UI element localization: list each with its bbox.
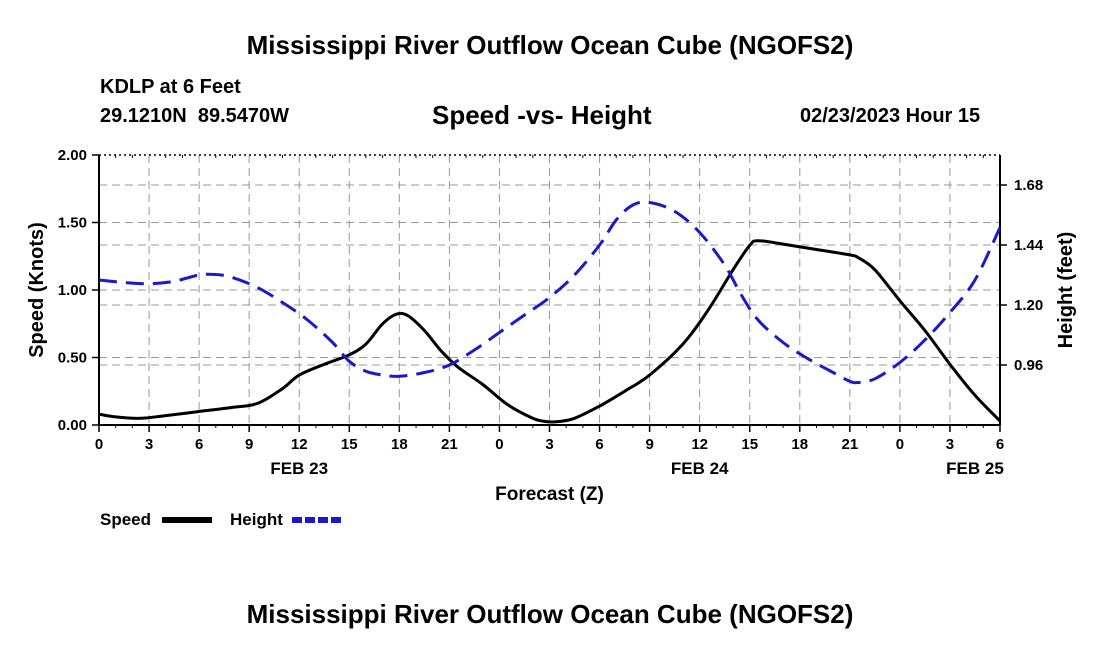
datetime-label: 02/23/2023 Hour 15 <box>800 105 981 127</box>
footer-title: Mississippi River Outflow Ocean Cube (NG… <box>246 599 854 629</box>
y-left-tick-label: 2.00 <box>58 147 87 164</box>
x-tick-label: 9 <box>245 436 253 453</box>
x-tick-label: 18 <box>391 436 408 453</box>
x-tick-label: 0 <box>95 436 103 453</box>
x-tick-label: 15 <box>341 436 358 453</box>
y-left-tick-label: 1.00 <box>58 282 87 299</box>
x-tick-label: 3 <box>545 436 553 453</box>
date-label: FEB 24 <box>671 459 729 478</box>
y-right-tick-label: 1.44 <box>1014 237 1044 254</box>
y-left-tick-label: 0.50 <box>58 350 87 367</box>
y-right-axis-title: Height (feet) <box>1055 232 1077 349</box>
x-tick-label: 6 <box>595 436 603 453</box>
x-tick-label: 15 <box>741 436 758 453</box>
x-axis-title: Forecast (Z) <box>495 484 604 505</box>
x-tick-label: 9 <box>645 436 653 453</box>
date-label: FEB 25 <box>946 459 1004 478</box>
x-tick-label: 12 <box>291 436 308 453</box>
y-left-tick-label: 1.50 <box>58 215 87 232</box>
legend-speed-label: Speed <box>100 510 151 529</box>
y-left-tick-label: 0.00 <box>58 417 87 434</box>
x-tick-label: 6 <box>996 436 1004 453</box>
date-label: FEB 23 <box>270 459 328 478</box>
speed-series-line <box>98 239 1002 424</box>
y-right-tick-label: 1.68 <box>1014 177 1043 194</box>
x-tick-label: 18 <box>791 436 808 453</box>
station-label: KDLP at 6 Feet <box>100 76 241 98</box>
x-tick-label: 0 <box>896 436 904 453</box>
y-left-axis-title: Speed (Knots) <box>26 222 48 358</box>
coordinates-label: 29.1210N 89.5470W <box>100 105 290 127</box>
x-tick-label: 21 <box>441 436 458 453</box>
x-tick-label: 3 <box>145 436 153 453</box>
chart-title: Mississippi River Outflow Ocean Cube (NG… <box>246 30 854 60</box>
legend-height-label: Height <box>230 510 283 529</box>
chart-subtitle: Speed -vs- Height <box>432 100 652 130</box>
y-right-tick-label: 0.96 <box>1014 357 1043 374</box>
x-tick-label: 21 <box>841 436 858 453</box>
x-tick-label: 0 <box>495 436 503 453</box>
x-tick-label: 6 <box>195 436 203 453</box>
y-right-tick-label: 1.20 <box>1014 297 1043 314</box>
x-tick-label: 12 <box>691 436 708 453</box>
x-tick-label: 3 <box>946 436 954 453</box>
height-series-line <box>98 200 1002 385</box>
